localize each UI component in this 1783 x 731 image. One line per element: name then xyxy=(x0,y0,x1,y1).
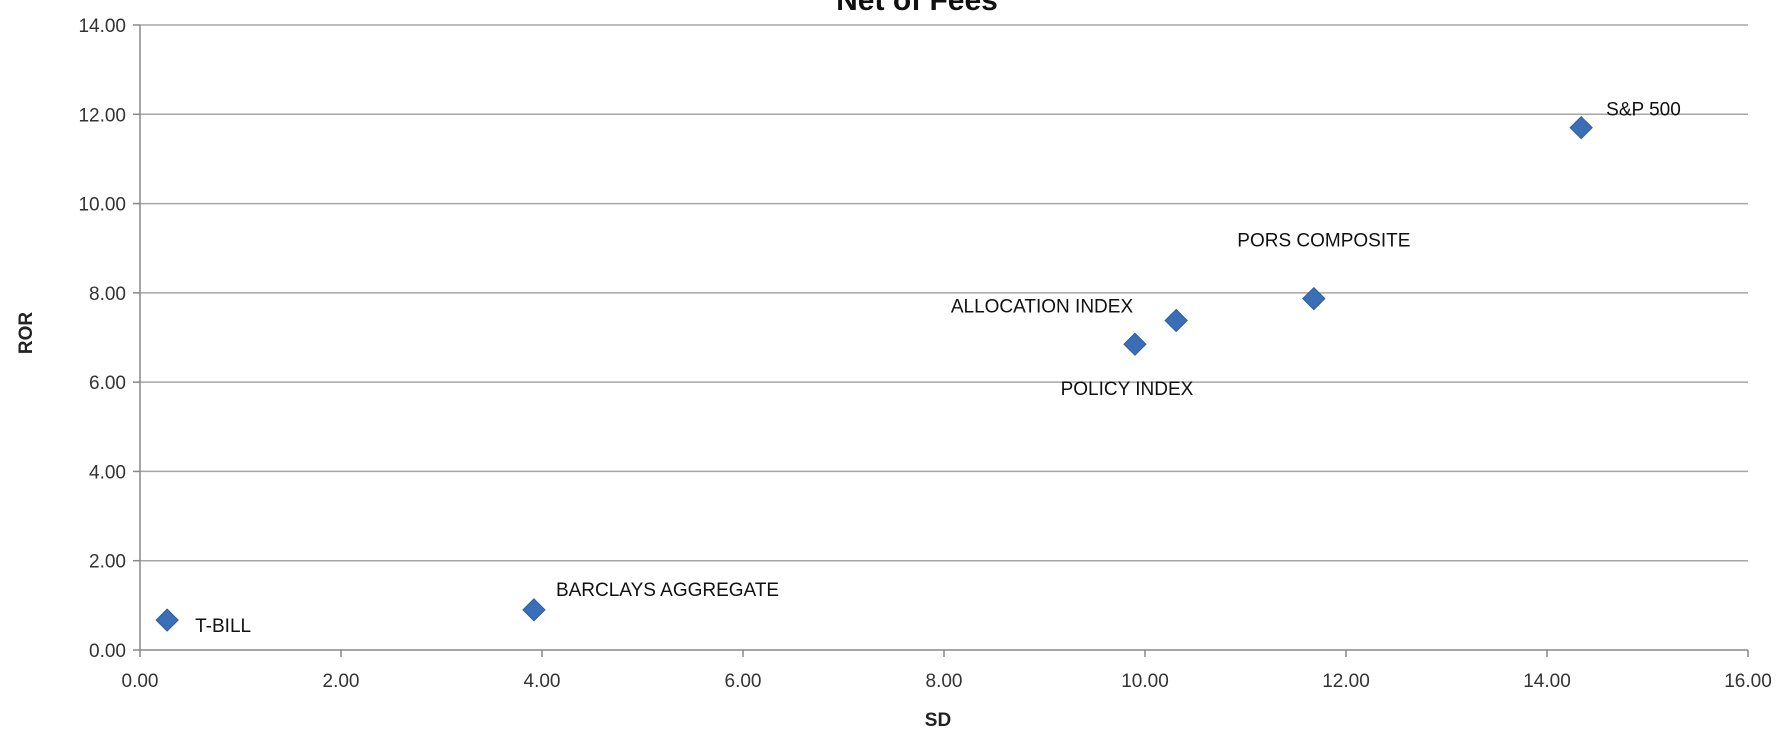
y-tick-label: 0.00 xyxy=(89,641,126,662)
data-point-barclays-aggregate xyxy=(522,598,546,622)
x-tick-label: 12.00 xyxy=(1322,671,1370,692)
data-points xyxy=(155,115,1593,632)
x-tick-label: 16.00 xyxy=(1724,671,1772,692)
data-point-s-p-500 xyxy=(1569,115,1593,140)
y-axis-title: ROR xyxy=(16,312,37,355)
x-tick-label: 2.00 xyxy=(323,671,360,692)
data-point-allocation-index xyxy=(1164,308,1188,333)
x-tick-label: 8.00 xyxy=(926,671,963,692)
data-point-t-bill xyxy=(155,608,179,632)
data-label-t-bill: T-BILL xyxy=(195,616,251,637)
y-tick-label: 14.00 xyxy=(78,16,126,37)
y-axis-ticks: 0.00 2.00 4.00 6.00 8.00 10.00 12.00 14.00 xyxy=(78,16,140,662)
y-tick-label: 4.00 xyxy=(89,462,126,483)
data-point-policy-index xyxy=(1123,332,1147,356)
data-label-allocation-index: ALLOCATION INDEX xyxy=(951,297,1134,318)
x-tick-label: 0.00 xyxy=(122,671,159,692)
y-tick-label: 10.00 xyxy=(78,195,126,216)
data-label-barclays-aggregate: BARCLAYS AGGREGATE xyxy=(556,580,779,601)
y-tick-label: 2.00 xyxy=(89,552,126,573)
data-label-pors-composite: PORS COMPOSITE xyxy=(1237,231,1410,252)
x-tick-label: 6.00 xyxy=(725,671,762,692)
x-tick-label: 14.00 xyxy=(1523,671,1571,692)
data-label-s-p-500: S&P 500 xyxy=(1606,100,1681,121)
data-label-policy-index: POLICY INDEX xyxy=(1061,379,1194,400)
x-axis-ticks: 0.00 2.00 4.00 6.00 8.00 10.00 12.00 14.00 16.00 xyxy=(122,650,1772,692)
y-tick-label: 6.00 xyxy=(89,373,126,394)
y-tick-label: 8.00 xyxy=(89,284,126,305)
x-axis-title: SD xyxy=(925,710,951,731)
x-tick-label: 4.00 xyxy=(524,671,561,692)
point-labels: T-BILL BARCLAYS AGGREGATE POLICY INDEX ALLO… xyxy=(195,100,1681,637)
data-point-pors-composite xyxy=(1302,286,1326,311)
y-tick-label: 12.00 xyxy=(78,105,126,126)
gridlines xyxy=(140,24,1748,562)
chart-title: Net of Fees xyxy=(836,0,998,17)
x-tick-label: 10.00 xyxy=(1121,671,1169,692)
